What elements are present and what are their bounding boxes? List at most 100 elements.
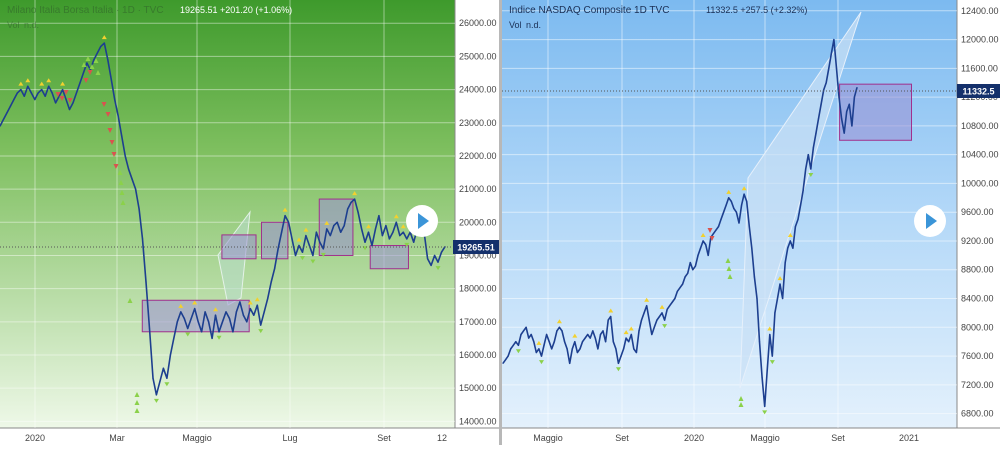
price-point [820, 103, 822, 105]
y-tick-label: 7200.00 [961, 380, 994, 390]
x-tick-label: Maggio [533, 433, 563, 443]
peak-marker [623, 330, 629, 335]
trough-marker [769, 360, 775, 365]
price-point [93, 59, 95, 61]
price-point [20, 88, 22, 91]
price-point [656, 319, 658, 321]
panel-divider[interactable] [499, 0, 502, 445]
price-point [145, 281, 147, 283]
price-point [843, 132, 845, 134]
buy-arrow [119, 190, 125, 195]
price-point [287, 221, 290, 223]
price-point [357, 211, 359, 213]
peak-marker [39, 81, 45, 86]
price-point [2, 118, 5, 121]
price-point [646, 305, 648, 307]
price-point [828, 67, 830, 69]
price-point [281, 231, 283, 233]
price-point [812, 146, 814, 149]
price-point [799, 204, 802, 206]
price-point [733, 208, 735, 210]
price-point [543, 344, 545, 346]
price-point [23, 95, 25, 97]
price-point [833, 38, 835, 41]
peak-marker [777, 276, 783, 281]
price-point [538, 348, 540, 350]
price-point [607, 319, 609, 321]
price-point [277, 248, 279, 250]
price-point [378, 215, 380, 217]
x-tick-label: 2020 [25, 433, 45, 443]
buy-arrow [134, 392, 140, 397]
x-tick-label: Set [377, 433, 391, 443]
price-point [437, 261, 439, 263]
y-tick-label: 6800.00 [961, 409, 994, 419]
price-point [395, 221, 397, 223]
x-tick-label: 2021 [899, 433, 919, 443]
buy-arrow [134, 408, 140, 413]
price-point [797, 218, 799, 220]
price-point [743, 193, 745, 195]
right-price-line-group [502, 38, 858, 408]
price-point [546, 333, 548, 336]
y-tick-label: 19000.00 [459, 250, 497, 260]
buy-arrow [85, 56, 91, 61]
price-point [48, 85, 50, 87]
y-tick-label: 21000.00 [459, 184, 497, 194]
price-point [758, 341, 761, 343]
y-tick-label: 16000.00 [459, 350, 497, 360]
peak-marker [25, 78, 31, 83]
price-point [707, 254, 709, 256]
price-point [427, 258, 429, 260]
price-point [239, 301, 241, 303]
price-point [776, 297, 779, 300]
price-point [584, 337, 586, 339]
price-point [620, 355, 622, 357]
x-tick-label: Set [615, 433, 629, 443]
price-point [702, 240, 704, 242]
left-vol-label: Vol [7, 20, 20, 30]
price-point [805, 168, 807, 170]
price-point [197, 321, 199, 323]
sell-arrow [83, 78, 89, 83]
left-header-title: Milano Italia Borsa Italia · 1D · TVC [7, 5, 164, 16]
price-point [72, 102, 74, 104]
price-point [169, 354, 171, 356]
sell-arrow [63, 90, 69, 95]
price-point [44, 95, 46, 97]
peak-marker [18, 81, 24, 86]
y-tick-label: 10800.00 [961, 121, 999, 131]
peak-marker [700, 232, 706, 237]
price-point [553, 341, 555, 343]
price-point [312, 254, 314, 257]
left-price-scale [455, 0, 499, 428]
price-point [58, 95, 60, 97]
price-point [305, 234, 307, 237]
trough-marker [153, 398, 159, 403]
price-point [51, 92, 53, 94]
price-point [705, 243, 707, 246]
y-tick-label: 15000.00 [459, 383, 497, 393]
price-point [107, 59, 109, 61]
left-play-button[interactable] [406, 205, 438, 237]
trough-marker [320, 252, 326, 257]
price-point [235, 311, 238, 313]
trough-marker [762, 410, 768, 415]
price-point [34, 98, 36, 101]
price-point [766, 369, 768, 372]
price-point [117, 115, 119, 117]
price-point [413, 241, 415, 243]
price-point [103, 42, 105, 44]
right-wedge-pattern [739, 11, 862, 389]
price-point [166, 377, 168, 379]
right-price-tag-text: 11332.5 [962, 87, 994, 97]
price-point [605, 341, 607, 343]
right-range-boxes [839, 83, 912, 141]
x-tick-label: Maggio [182, 433, 212, 443]
price-point [41, 88, 43, 91]
price-point [110, 79, 112, 81]
price-point [256, 304, 258, 306]
peak-marker [101, 35, 107, 40]
trough-marker [164, 382, 170, 387]
right-play-button[interactable] [914, 205, 946, 237]
